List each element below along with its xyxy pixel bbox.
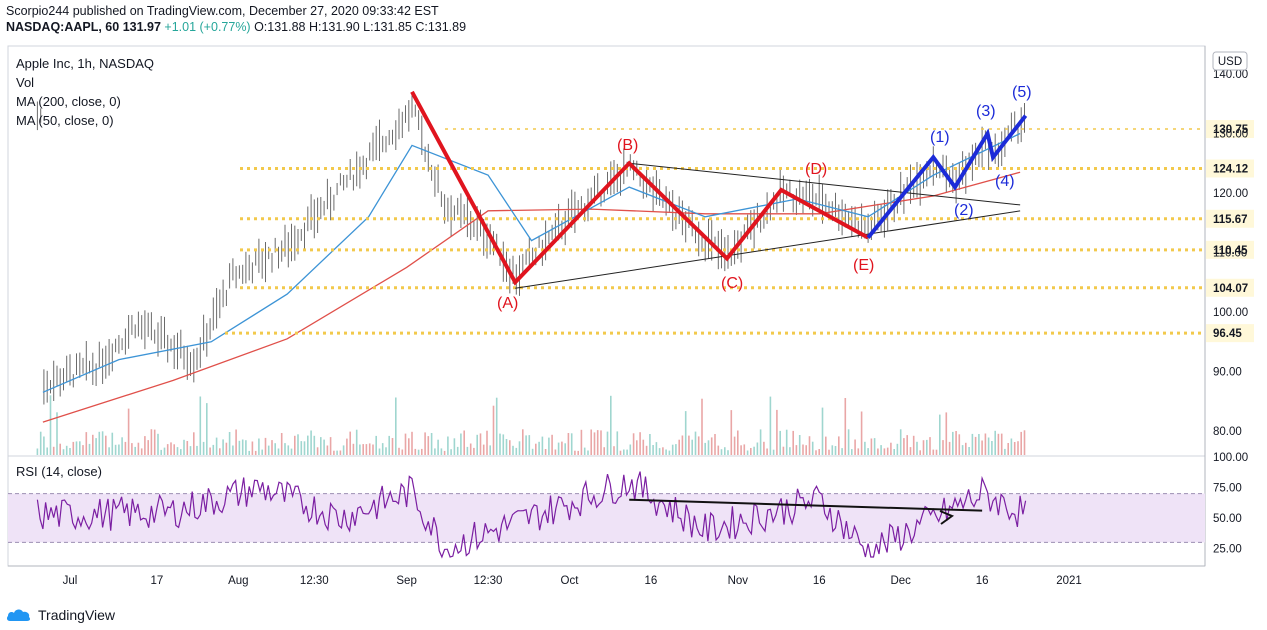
rsi-line [36,471,1027,559]
legend-ma200: MA (200, close, 0) [16,94,121,109]
ma50-line [42,132,1021,393]
time-tick-label: 16 [976,575,989,587]
time-tick-label: 16 [813,575,826,587]
time-axis[interactable]: Jul 17 Aug 12:30 Sep 12:30 Oct 16 Nov 16 Dec 16 2021 [63,575,1082,587]
level-price-tag [1206,324,1254,343]
wave-label-d: (D) [805,161,827,178]
level-price-label: 104.07 [1213,283,1248,295]
chart-legend: Apple Inc, 1h, NASDAQ Vol MA (200, close… [16,54,154,130]
rsi-band [8,493,1205,543]
time-tick-label: 12:30 [300,575,329,587]
legend-title: Apple Inc, 1h, NASDAQ [16,56,155,71]
time-tick-label: Nov [728,575,749,587]
price-tick-label: 110.00 [1213,248,1247,260]
rsi-tick-label: 50.00 [1213,513,1242,525]
rsi-trendline [629,498,983,512]
rsi-legend: RSI (14, close) [16,464,102,479]
last-price: 131.97 [122,20,161,34]
symbol: NASDAQ:AAPL, 60 [6,20,120,34]
chart-header: Scorpio244 published on TradingView.com,… [6,3,466,35]
time-tick-label: Oct [561,575,580,587]
time-tick-label: 17 [150,575,163,587]
publish-line: Scorpio244 published on TradingView.com,… [6,4,439,18]
level-price-tag [1206,278,1254,297]
price-tick-label: 140.00 [1213,69,1248,81]
level-price-label: 115.67 [1213,214,1248,226]
level-price-label: 110.45 [1213,245,1248,257]
triangle-trendlines [515,162,1021,289]
wave-label-c: (C) [721,275,743,292]
price-axis[interactable]: 140.00 130.00 120.00 110.00 100.00 90.00 80.00 [1213,69,1248,438]
volume-bars [36,395,1026,455]
tradingview-text: TradingView [38,607,116,623]
blue-wave-line [866,114,1028,239]
wave-label-4: (4) [995,173,1015,190]
rsi-axis[interactable]: 100.00 75.00 50.00 25.00 [1213,452,1248,556]
time-tick-label: Sep [396,575,416,587]
level-price-label: 130.75 [1213,124,1249,136]
currency-box[interactable] [1212,51,1248,71]
level-price-label: 124.12 [1213,163,1248,175]
time-tick-label: 16 [645,575,658,587]
trendline [629,162,1021,206]
red-wave-line [410,90,870,286]
level-price-tag [1206,120,1254,139]
candles [36,93,1025,405]
level-price-tag [1206,240,1254,259]
time-tick-label: Dec [890,575,911,587]
support-resistance-levels: 130.75 124.12 115.67 110.45 104.07 96.45 [225,120,1254,343]
price-change: +1.01 (+0.77%) [164,20,251,34]
level-price-tag [1206,159,1254,178]
rsi-trend-arrowhead [939,510,955,525]
tradingview-logo[interactable]: TradingView [6,605,115,625]
wave-label-2: (2) [954,202,974,219]
level-price-tag [1206,209,1254,228]
rsi-tick-label: 100.00 [1213,452,1248,464]
wave-label-e: (E) [853,257,874,274]
legend-vol: Vol [16,75,35,90]
symbol-line: NASDAQ:AAPL, 60 131.97 +1.01 (+0.77%) O:… [6,19,466,35]
price-tick-label: 130.00 [1213,129,1248,141]
wave-label-3: (3) [976,103,996,120]
currency-label: USD [1218,56,1242,68]
time-tick-label: 12:30 [474,575,503,587]
time-tick-label: Aug [228,575,248,587]
rsi-tick-label: 25.00 [1213,544,1242,556]
wave-label-b: (B) [617,137,638,154]
ohlc-values: O:131.88 H:131.90 L:131.85 C:131.89 [254,20,467,34]
price-tick-label: 80.00 [1213,426,1242,438]
legend-ma50: MA (50, close, 0) [16,113,114,128]
time-tick-label: Jul [63,575,78,587]
time-tick-label: 2021 [1056,575,1082,587]
wave-label-a: (A) [497,295,518,312]
level-price-label: 96.45 [1213,328,1242,340]
ma200-line [42,171,1021,423]
wave-label-5: (5) [1012,84,1032,101]
price-tick-label: 100.00 [1213,307,1248,319]
price-tick-label: 90.00 [1213,367,1242,379]
wave-label-1: (1) [930,129,950,146]
trendline [515,210,1021,289]
rsi-tick-label: 75.00 [1213,483,1242,495]
tradingview-cloud-icon [6,609,31,621]
price-tick-label: 120.00 [1213,188,1248,200]
